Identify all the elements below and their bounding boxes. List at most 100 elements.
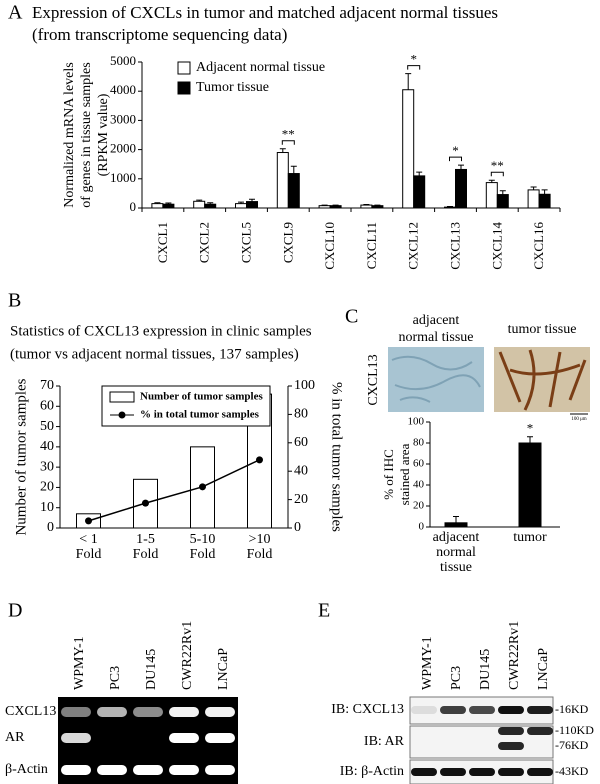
lane-label: DU145 <box>144 649 159 690</box>
y-tick-label: 60 <box>294 435 308 450</box>
error-bar <box>249 198 255 202</box>
bar <box>329 205 342 209</box>
x-tick-label: adjacent normal tissue <box>432 530 480 575</box>
y-tick-label: 80 <box>294 407 308 422</box>
panel-label: D <box>8 600 22 622</box>
bar <box>287 173 300 209</box>
band <box>205 707 235 717</box>
y-axis-label: % of IHC <box>381 449 396 500</box>
chart-title: (from transcriptome sequencing data) <box>32 25 287 44</box>
y-axis-label: stained area <box>397 443 412 505</box>
error-bar <box>207 202 214 205</box>
y-tick-label: 80 <box>413 437 425 449</box>
band <box>205 733 235 743</box>
band <box>527 706 553 714</box>
significance-bracket <box>281 140 295 145</box>
ihc-image-tumor <box>494 347 590 412</box>
bar <box>193 200 206 209</box>
ihc-texture <box>391 355 481 403</box>
row-label: IB: CXCL13 <box>331 702 404 717</box>
line-point <box>85 517 92 525</box>
error-bar <box>530 186 537 190</box>
error-bar <box>541 189 548 195</box>
band <box>61 707 91 717</box>
error-bar <box>196 199 203 202</box>
bar <box>276 152 289 209</box>
significance-bracket <box>407 65 421 70</box>
x-tick-label: 1-5 Fold <box>132 532 159 562</box>
x-tick-label: CXCL16 <box>531 222 546 270</box>
y-tick-label: 3000 <box>110 111 136 126</box>
x-tick-label: >10 Fold <box>246 532 273 562</box>
bar <box>151 203 164 209</box>
lane-label: CWR22Rv1 <box>507 621 522 690</box>
legend-label: Number of tumor samples <box>140 391 263 403</box>
band <box>411 768 437 776</box>
y-tick-label: 0 <box>47 520 54 535</box>
legend-swatch <box>109 391 135 403</box>
bar <box>204 203 217 209</box>
row-label: IB: β-Actin <box>340 764 404 779</box>
band <box>61 733 91 743</box>
band <box>133 765 163 775</box>
bar <box>162 203 175 209</box>
panel-label: B <box>8 290 21 312</box>
significance-label: ** <box>491 158 504 173</box>
y-tick-label: 0 <box>419 521 425 533</box>
x-tick-label: CXCL1 <box>155 222 170 263</box>
significance-label: ** <box>282 127 295 142</box>
y-tick-label: 100 <box>408 416 425 428</box>
chart-title: Expression of CXCLs in tumor and matched… <box>32 3 498 22</box>
x-tick-label: 5-10 Fold <box>189 532 216 562</box>
x-tick-label-box: >10 Fold <box>246 532 273 562</box>
band <box>440 706 466 714</box>
y-tick-label: 0 <box>130 199 137 214</box>
lane-label: WPMY-1 <box>420 636 435 690</box>
marker-label: -110KD <box>555 723 594 737</box>
y-tick-label: 60 <box>40 399 54 414</box>
y-tick-label: 50 <box>40 419 54 434</box>
band <box>498 706 524 714</box>
band <box>440 768 466 776</box>
error-bar <box>458 164 464 170</box>
error-bar <box>453 516 459 523</box>
legend-label: Tumor tissue <box>196 80 269 95</box>
x-tick-label-box: 5-10 Fold <box>189 532 216 562</box>
y-tick-label: 0 <box>294 520 301 535</box>
error-bar <box>499 190 506 195</box>
scale-bar-label: 100 μm <box>571 417 586 422</box>
bar <box>413 175 426 209</box>
y-tick-label: 2000 <box>110 141 136 156</box>
error-bar <box>447 206 453 208</box>
bar <box>444 522 468 528</box>
x-tick-label: CXCL10 <box>322 222 337 270</box>
lane-label: DU145 <box>478 649 493 690</box>
significance-label: * <box>452 143 459 158</box>
row-label: AR <box>5 730 25 745</box>
image-column-label: adjacent <box>413 313 460 328</box>
error-bar <box>290 165 297 174</box>
band <box>97 765 127 775</box>
y-tick-label: 5000 <box>110 53 136 68</box>
y-tick-label: 30 <box>40 459 54 474</box>
x-tick-label-box: adjacent normal tissue <box>432 530 480 575</box>
panel-label: C <box>345 306 358 328</box>
band <box>169 707 199 717</box>
bar <box>246 201 258 209</box>
y-axis-label: Normalized mRNA levels <box>62 62 77 207</box>
marker-label: -43KD <box>555 764 589 778</box>
bar <box>360 204 373 209</box>
chart-title: Statistics of CXCL13 expression in clini… <box>10 323 312 339</box>
error-bar <box>527 436 533 443</box>
error-bar <box>363 203 370 206</box>
x-tick-label-box: tumor <box>513 530 546 545</box>
lane-label: PC3 <box>108 666 123 690</box>
band <box>169 733 199 743</box>
row-label: β-Actin <box>5 762 48 777</box>
band <box>205 765 235 775</box>
bar <box>496 194 509 209</box>
y2-axis-label: % in total tumor samples <box>329 382 345 532</box>
y-tick-label: 4000 <box>110 82 136 97</box>
